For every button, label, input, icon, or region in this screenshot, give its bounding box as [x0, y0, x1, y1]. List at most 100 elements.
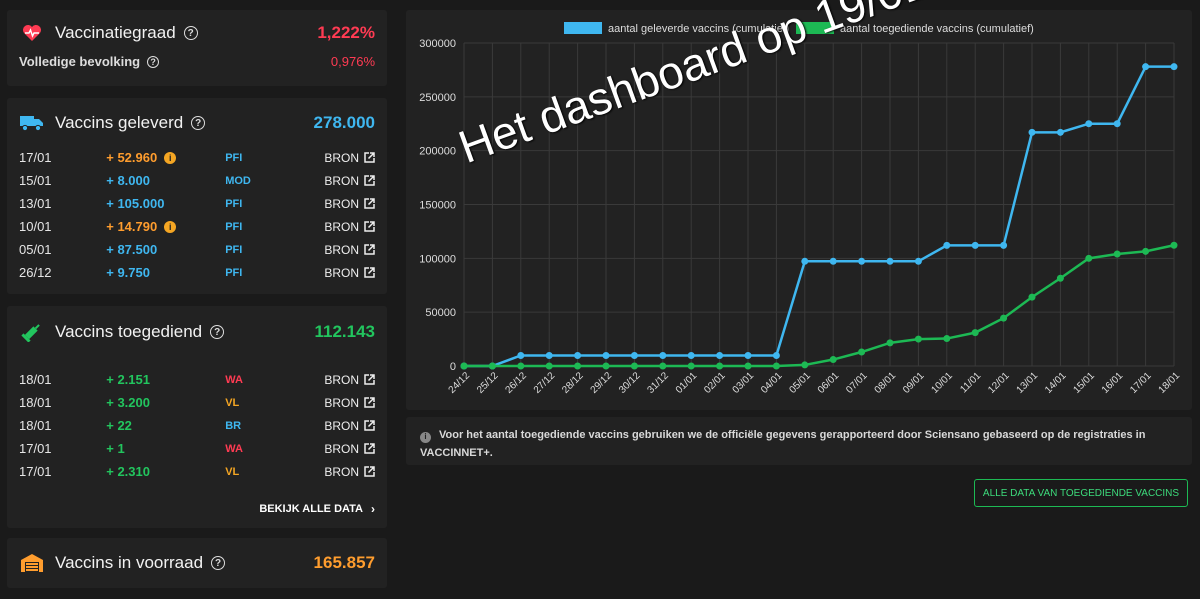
x-tick-label: 01/01 [674, 370, 700, 396]
source-label: BRON [324, 242, 359, 257]
x-tick-label: 29/12 [589, 370, 615, 396]
legend-swatch [564, 22, 602, 34]
data-point [1113, 250, 1121, 258]
source-label: BRON [324, 395, 359, 410]
help-icon[interactable]: ? [191, 116, 206, 130]
delivery-date: 05/01 [19, 242, 52, 257]
full-population-value: 0,976% [330, 54, 375, 69]
delivery-date: 15/01 [19, 173, 52, 188]
legend-label: aantal geleverde vaccins (cumulatief) [608, 23, 790, 35]
chevron-right-icon: › [371, 502, 375, 516]
data-point [772, 352, 780, 360]
data-point [1000, 314, 1008, 322]
external-link-icon [364, 221, 375, 232]
source-label: BRON [324, 219, 359, 234]
source-link[interactable]: BRON [324, 419, 375, 433]
source-link[interactable]: BRON [324, 373, 375, 387]
vaccine-brand-tag: PFI [225, 243, 243, 256]
source-link[interactable]: BRON [324, 266, 375, 280]
help-icon[interactable]: ? [210, 325, 225, 339]
source-link[interactable]: BRON [324, 442, 375, 456]
source-link[interactable]: BRON [324, 151, 375, 165]
source-label: BRON [324, 418, 359, 433]
delivery-amount-value: + 52.960 [106, 150, 158, 165]
x-tick-label: 14/01 [1043, 370, 1069, 396]
data-point [574, 352, 582, 360]
administered-row: 18/01 + 22 BR BRON [19, 414, 375, 437]
source-link[interactable]: BRON [324, 197, 375, 211]
delivered-row: 13/01 + 105.000 PFI BRON [19, 192, 375, 215]
help-icon[interactable]: ? [211, 556, 226, 570]
delivered-total: 278.000 [313, 113, 375, 132]
administration-amount: + 2.151 [106, 372, 150, 387]
data-point [1142, 63, 1150, 71]
data-point [772, 362, 780, 370]
data-source-note: i Voor het aantal toegediende vaccins geb… [406, 417, 1192, 465]
delivery-date: 26/12 [19, 265, 52, 280]
external-link-icon [364, 374, 375, 385]
delivery-amount: + 105.000 [106, 196, 225, 211]
administration-amount: + 2.310 [106, 464, 150, 479]
data-point [687, 362, 695, 370]
administered-total: 112.143 [314, 322, 375, 341]
administered-list: 18/01 + 2.151 WA BRON 18/01 + 3.200 VL BRON 18/0… [19, 368, 375, 483]
note-text: Voor het aantal toegediende vaccins gebr… [420, 429, 1146, 459]
data-point [1170, 241, 1178, 249]
syringe-icon [19, 321, 45, 343]
data-point [659, 352, 667, 360]
x-tick-label: 17/01 [1128, 370, 1154, 396]
data-point [829, 356, 837, 364]
x-tick-label: 09/01 [901, 370, 927, 396]
all-administered-data-button[interactable]: ALLE DATA VAN TOEGEDIENDE VACCINS [974, 479, 1188, 507]
data-point [971, 329, 979, 337]
source-link[interactable]: BRON [324, 243, 375, 257]
external-link-icon [364, 175, 375, 186]
x-tick-label: 16/01 [1100, 370, 1126, 396]
vaccine-brand-tag: PFI [225, 151, 243, 164]
delivered-row: 15/01 + 8.000 MOD BRON [19, 169, 375, 192]
vaccination-rate-card: Vaccinatiegraad ? 1,222% Volledige bevol… [7, 10, 387, 86]
help-icon[interactable]: ? [183, 26, 198, 40]
region-tag: BR [225, 419, 242, 432]
warehouse-icon [19, 552, 45, 574]
source-label: BRON [324, 150, 359, 165]
x-tick-label: 28/12 [560, 370, 586, 396]
x-tick-label: 15/01 [1071, 370, 1097, 396]
administered-title: Vaccins toegediend [55, 322, 203, 341]
view-all-data-label: BEKIJK ALLE DATA [259, 503, 363, 515]
data-point [943, 335, 951, 343]
delivered-row: 26/12 + 9.750 PFI BRON [19, 261, 375, 284]
region-tag: VL [225, 465, 240, 478]
truck-icon [19, 112, 45, 134]
data-point [1085, 254, 1093, 262]
x-tick-label: 02/01 [702, 370, 728, 396]
region-tag: WA [225, 442, 243, 455]
source-link[interactable]: BRON [324, 220, 375, 234]
data-point [858, 348, 866, 356]
source-link[interactable]: BRON [324, 396, 375, 410]
data-point [630, 352, 638, 360]
x-tick-label: 03/01 [731, 370, 757, 396]
external-link-icon [364, 244, 375, 255]
delivery-date: 17/01 [19, 150, 52, 165]
info-icon[interactable]: i [164, 151, 177, 164]
y-tick-label: 200000 [419, 146, 456, 158]
y-tick-label: 150000 [419, 200, 456, 212]
y-tick-label: 0 [450, 361, 456, 373]
help-icon[interactable]: ? [147, 55, 160, 68]
delivered-row: 05/01 + 87.500 PFI BRON [19, 238, 375, 261]
full-population-label: Volledige bevolking [19, 54, 141, 69]
x-tick-label: 27/12 [532, 370, 558, 396]
external-link-icon [364, 198, 375, 209]
source-link[interactable]: BRON [324, 465, 375, 479]
delivery-amount-value: + 8.000 [106, 173, 150, 188]
source-link[interactable]: BRON [324, 174, 375, 188]
x-tick-label: 13/01 [1015, 370, 1041, 396]
data-point [1085, 120, 1093, 128]
delivered-row: 10/01 + 14.790 i PFI BRON [19, 215, 375, 238]
x-tick-label: 24/12 [447, 370, 473, 396]
view-all-data-link[interactable]: BEKIJK ALLE DATA › [259, 502, 375, 516]
administration-amount: + 3.200 [106, 395, 150, 410]
vaccine-chart: 0 50000 100000 150000 200000 250000 300000 24/1… [419, 22, 1182, 396]
info-icon[interactable]: i [164, 220, 177, 233]
